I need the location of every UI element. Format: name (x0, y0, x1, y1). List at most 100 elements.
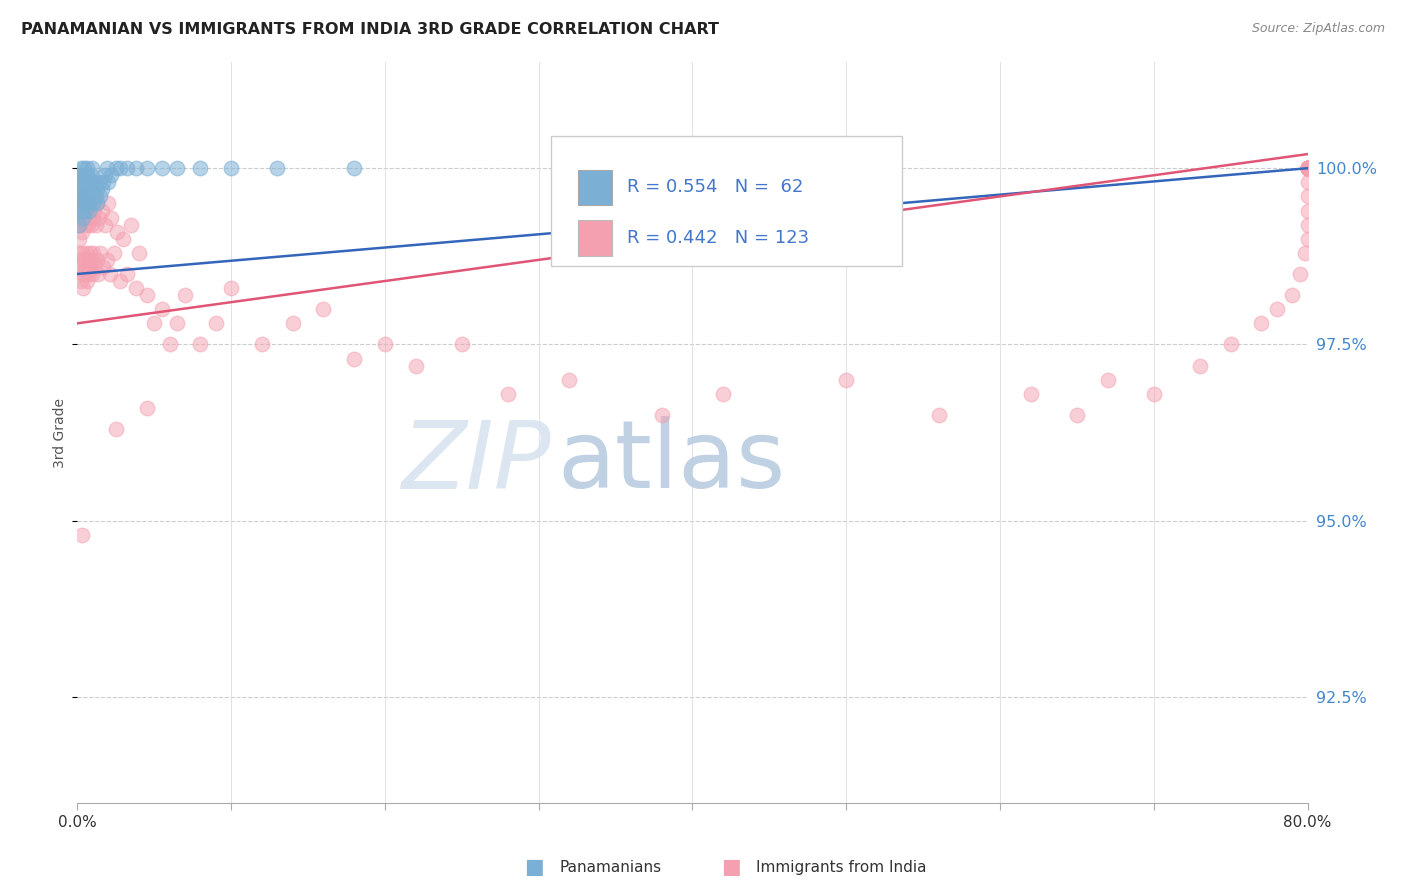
Point (70, 245, 93, 260)
Point (1296, 203, 1319, 218)
Point (87, 211, 110, 225)
Point (1296, 161, 1319, 176)
Point (166, 316, 188, 330)
Point (67, 232, 90, 246)
Point (86, 196, 108, 211)
Point (72, 182, 94, 196)
Point (77, 175, 100, 189)
Point (1281, 288, 1303, 302)
Point (104, 422, 127, 436)
Point (135, 288, 157, 302)
Point (115, 161, 138, 176)
Point (100, 168, 122, 182)
Text: PANAMANIAN VS IMMIGRANTS FROM INDIA 3RD GRADE CORRELATION CHART: PANAMANIAN VS IMMIGRANTS FROM INDIA 3RD … (21, 22, 718, 37)
Point (84, 260, 107, 274)
Point (97, 196, 120, 211)
Point (82, 245, 104, 260)
Point (1296, 232, 1319, 246)
Point (69, 161, 91, 176)
Point (93, 260, 115, 274)
Point (67, 211, 90, 225)
Text: R = 0.554   N =  62: R = 0.554 N = 62 (627, 178, 804, 196)
Point (69, 252, 91, 267)
Y-axis label: 3rd Grade: 3rd Grade (53, 398, 67, 467)
Text: ■: ■ (524, 857, 544, 877)
Point (1296, 161, 1319, 176)
Point (90, 203, 114, 218)
Point (75, 196, 97, 211)
Text: Source: ZipAtlas.com: Source: ZipAtlas.com (1251, 22, 1385, 36)
Point (86, 196, 108, 211)
Point (75, 182, 97, 196)
Point (86, 252, 108, 267)
Point (73, 218, 96, 232)
Point (82, 267, 104, 281)
Point (70, 182, 93, 196)
Point (69, 175, 91, 189)
Point (174, 288, 197, 302)
Point (1296, 161, 1319, 176)
Point (94, 168, 117, 182)
Point (79, 245, 101, 260)
Point (98, 267, 121, 281)
Point (76, 260, 98, 274)
Point (72, 189, 94, 203)
Point (128, 245, 150, 260)
Point (100, 211, 122, 225)
Point (1265, 302, 1288, 317)
Point (70, 203, 93, 218)
Point (450, 337, 472, 351)
Point (115, 267, 138, 281)
Point (1097, 373, 1119, 387)
Point (76, 182, 98, 196)
Point (110, 161, 132, 176)
FancyBboxPatch shape (551, 136, 901, 266)
Point (80, 182, 103, 196)
Point (86, 182, 108, 196)
Point (1296, 218, 1319, 232)
Point (72, 211, 94, 225)
Point (70, 225, 93, 239)
Point (105, 225, 128, 239)
Point (1296, 161, 1319, 176)
Point (84, 189, 107, 203)
Point (159, 337, 181, 351)
Point (1219, 337, 1241, 351)
Point (79, 175, 101, 189)
Point (76, 168, 98, 182)
Point (83, 182, 105, 196)
Text: ■: ■ (721, 857, 741, 877)
Point (82, 175, 104, 189)
Point (1296, 161, 1319, 176)
Point (77, 189, 100, 203)
Point (135, 161, 157, 176)
Point (190, 161, 212, 176)
Point (1296, 161, 1319, 176)
Point (73, 252, 96, 267)
Point (1019, 387, 1042, 401)
Text: Immigrants from India: Immigrants from India (756, 860, 927, 874)
Point (77, 252, 100, 267)
Point (143, 316, 166, 330)
Point (558, 373, 581, 387)
Point (1143, 387, 1166, 401)
Point (72, 211, 94, 225)
Text: Panamanians: Panamanians (560, 860, 662, 874)
Point (150, 161, 173, 176)
Point (75, 211, 97, 225)
Point (77, 218, 100, 232)
Point (79, 203, 101, 218)
Point (97, 175, 120, 189)
Point (711, 387, 734, 401)
Point (80, 196, 103, 211)
Point (89, 189, 111, 203)
Point (219, 281, 242, 295)
Point (651, 408, 673, 422)
Point (1296, 161, 1319, 176)
Point (80, 252, 103, 267)
Point (73, 189, 96, 203)
Point (1296, 161, 1319, 176)
Point (79, 267, 101, 281)
Point (75, 203, 97, 218)
Point (89, 245, 111, 260)
